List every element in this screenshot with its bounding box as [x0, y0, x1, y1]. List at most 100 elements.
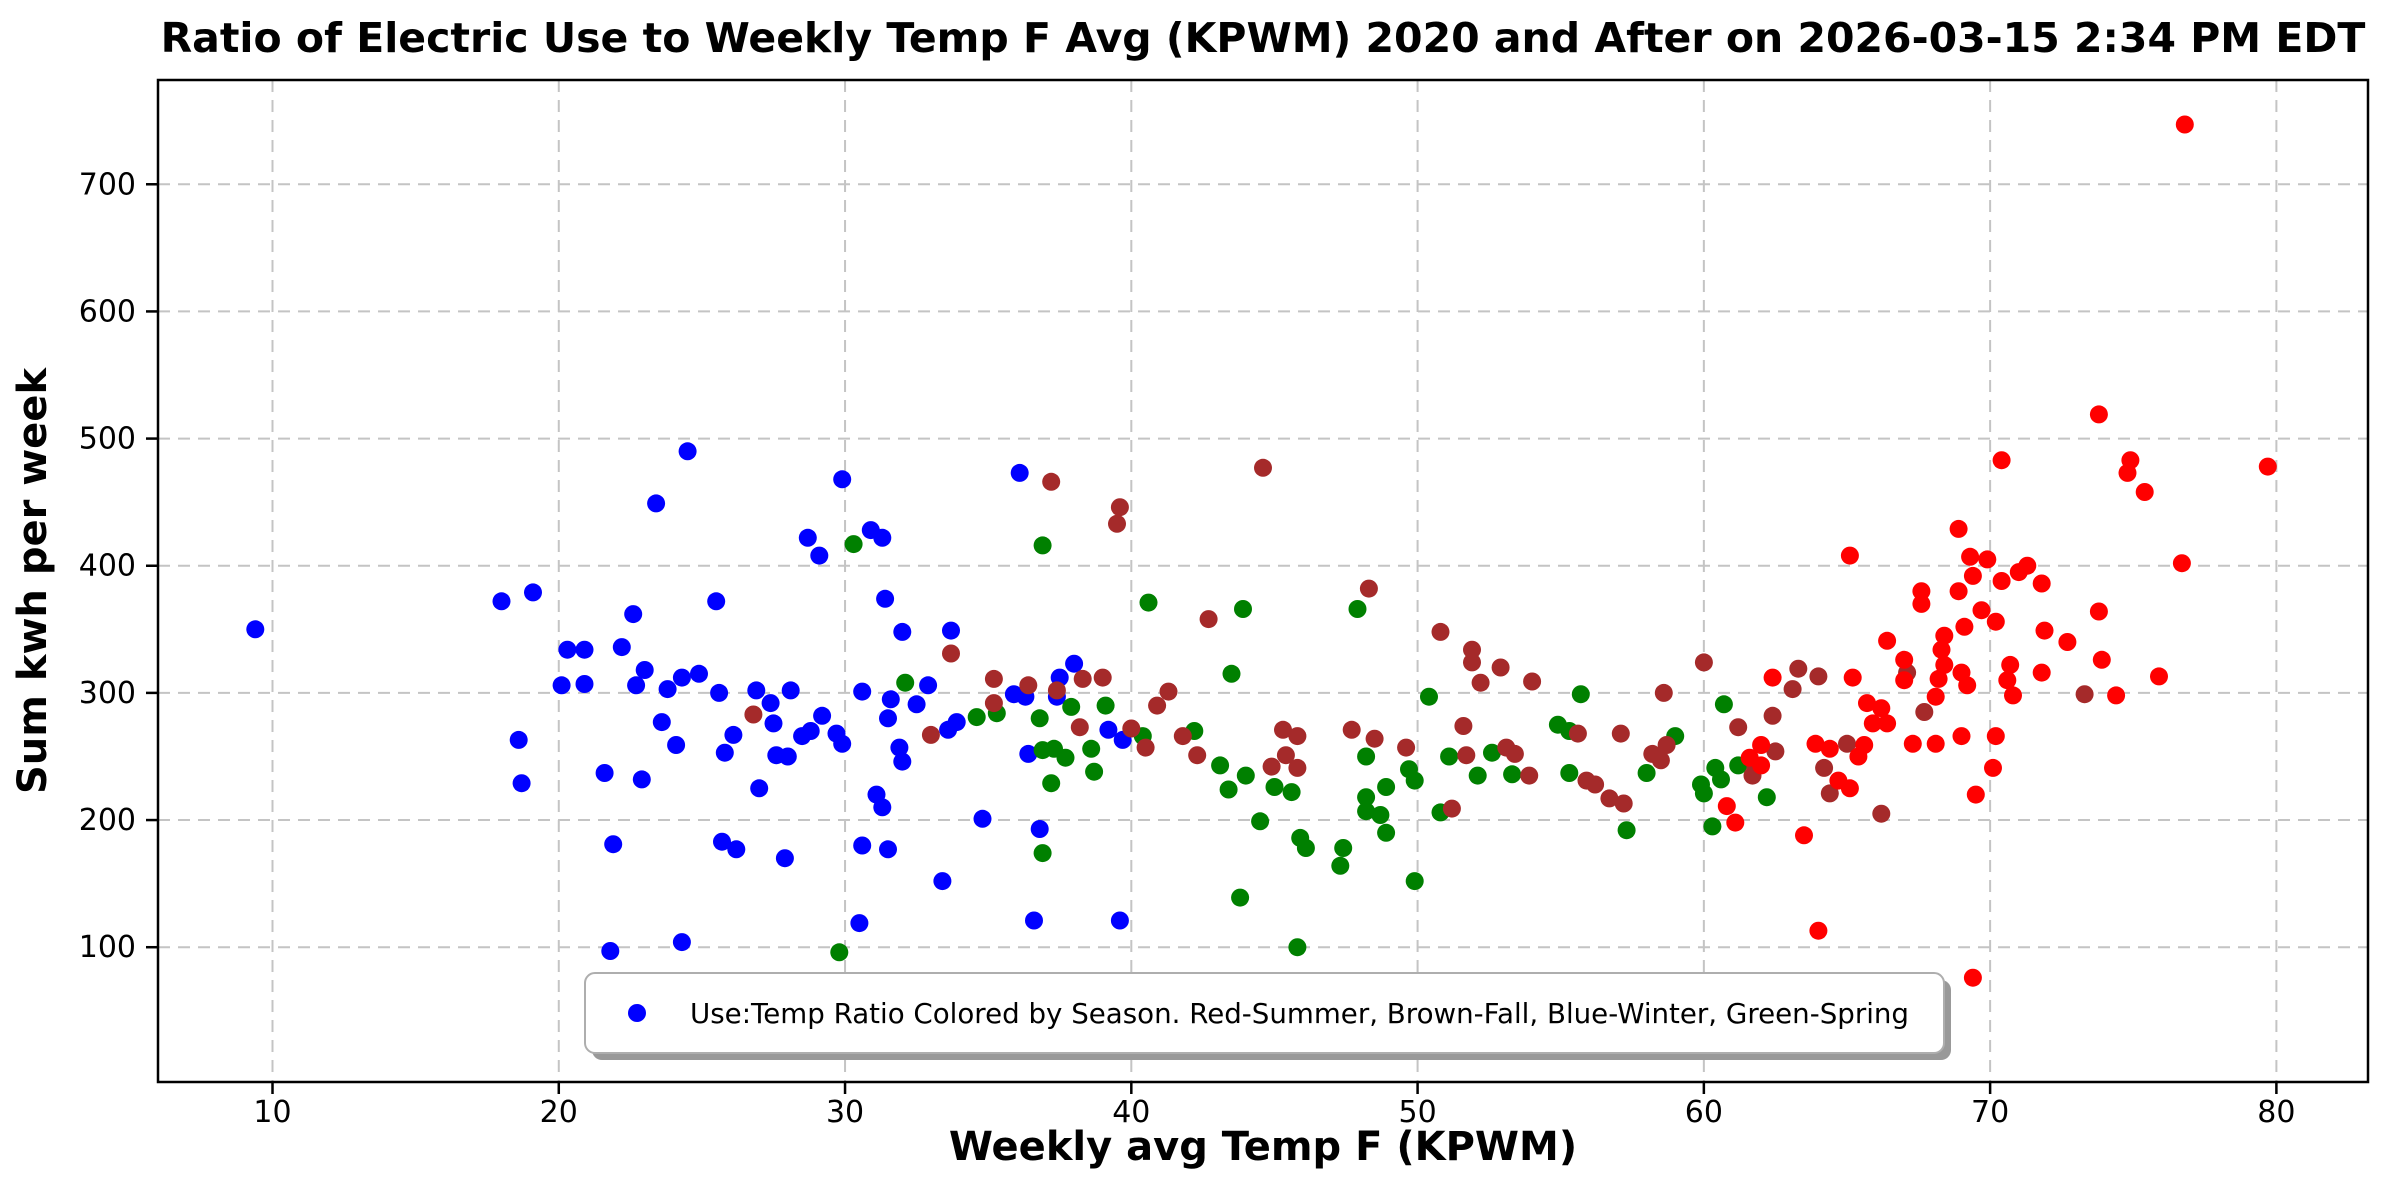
- data-point-spring: [1096, 696, 1115, 715]
- data-point-summer: [1972, 601, 1991, 620]
- data-point-fall: [1159, 682, 1178, 701]
- y-tick-label: 400: [79, 549, 136, 584]
- data-point-winter: [647, 494, 666, 513]
- data-point-winter: [833, 470, 852, 489]
- data-point-winter: [624, 605, 643, 624]
- data-point-summer: [2035, 621, 2054, 640]
- data-point-spring: [1082, 739, 1101, 758]
- x-tick-label: 30: [826, 1095, 864, 1130]
- data-point-summer: [2258, 457, 2277, 476]
- x-tick-label: 60: [1685, 1095, 1723, 1130]
- data-point-winter: [761, 694, 780, 713]
- data-point-winter: [873, 528, 892, 547]
- data-point-winter: [627, 676, 646, 695]
- data-point-summer: [2175, 115, 2194, 134]
- data-point-fall: [1457, 746, 1476, 765]
- data-point-fall: [1254, 458, 1272, 477]
- data-point-fall: [1568, 724, 1587, 743]
- data-point-winter: [658, 680, 677, 699]
- data-point-summer: [2135, 483, 2154, 501]
- data-point-fall: [942, 644, 960, 663]
- data-point-summer: [1809, 921, 1828, 940]
- data-point-winter: [601, 942, 620, 960]
- data-point-summer: [1912, 582, 1931, 601]
- data-point-summer: [2004, 686, 2022, 705]
- data-point-fall: [1173, 727, 1192, 746]
- data-point-winter: [853, 836, 872, 855]
- data-point-fall: [1600, 789, 1619, 808]
- data-point-winter: [893, 752, 912, 771]
- data-point-winter: [612, 638, 631, 657]
- data-point-fall: [2075, 685, 2094, 704]
- data-point-spring: [1085, 762, 1104, 781]
- data-point-fall: [1763, 706, 1782, 725]
- data-point-spring: [1637, 764, 1656, 782]
- data-point-winter: [764, 714, 783, 733]
- data-point-spring: [1617, 821, 1636, 840]
- data-point-winter: [509, 730, 528, 749]
- data-point-winter: [667, 736, 686, 754]
- data-point-spring: [1440, 747, 1459, 766]
- legend-label: Use:Temp Ratio Colored by Season. Red-Su…: [690, 997, 1909, 1030]
- data-point-summer: [1992, 572, 2011, 590]
- data-point-summer: [1984, 758, 2002, 777]
- data-point-winter: [1019, 744, 1038, 763]
- y-tick-label: 600: [79, 294, 136, 329]
- data-point-summer: [1752, 736, 1771, 754]
- data-point-summer: [1872, 699, 1891, 718]
- data-point-winter: [632, 770, 651, 789]
- data-point-winter: [1025, 911, 1043, 930]
- data-point-spring: [1560, 764, 1579, 782]
- data-point-summer: [1763, 668, 1782, 687]
- data-point-spring: [1234, 600, 1252, 618]
- data-point-summer: [1863, 714, 1882, 733]
- plot-border: [156, 78, 2370, 1084]
- data-point-winter: [879, 709, 897, 728]
- data-point-spring: [1042, 774, 1061, 793]
- data-point-fall: [1815, 758, 1834, 777]
- data-point-winter: [833, 734, 852, 753]
- axis-ticks: 10 20 30 40 50 60 70 80 100 200 300 400 500 600 700: [79, 167, 2296, 1130]
- data-point-summer: [1726, 813, 1745, 832]
- data-point-fall: [1262, 757, 1281, 776]
- data-points: [246, 115, 2277, 987]
- data-point-fall: [1614, 794, 1633, 813]
- data-point-winter: [552, 676, 571, 695]
- data-point-spring: [1348, 600, 1367, 618]
- data-point-fall: [1110, 498, 1129, 517]
- data-point-winter: [850, 914, 869, 933]
- data-point-fall: [1766, 742, 1785, 761]
- data-point-fall: [1188, 746, 1207, 765]
- data-point-summer: [1895, 671, 1914, 690]
- data-point-spring: [1288, 938, 1307, 957]
- data-point-summer: [1843, 668, 1862, 687]
- chart-title: Ratio of Electric Use to Weekly Temp F A…: [161, 14, 2366, 62]
- data-point-fall: [1523, 672, 1542, 691]
- data-point-fall: [984, 669, 1003, 688]
- data-point-summer: [2001, 655, 2020, 674]
- data-point-spring: [1357, 788, 1376, 807]
- data-point-summer: [1935, 626, 1954, 645]
- data-point-summer: [1895, 650, 1914, 669]
- data-point-summer: [1986, 612, 2005, 631]
- x-tick-label: 70: [1971, 1095, 2009, 1130]
- x-tick-label: 20: [540, 1095, 578, 1130]
- data-point-spring: [1483, 743, 1501, 762]
- data-point-spring: [1357, 802, 1376, 821]
- data-point-summer: [1958, 676, 1977, 695]
- data-point-summer: [2032, 574, 2051, 593]
- data-point-fall: [1122, 719, 1141, 738]
- data-point-fall: [744, 705, 763, 724]
- data-point-spring: [1468, 766, 1487, 785]
- data-point-spring: [1714, 695, 1733, 714]
- data-point-fall: [1915, 703, 1934, 721]
- legend-marker-icon: [628, 1004, 646, 1022]
- data-point-winter: [672, 933, 691, 952]
- data-point-spring: [1211, 756, 1230, 775]
- data-point-spring: [1219, 780, 1238, 799]
- data-point-summer: [1840, 546, 1859, 565]
- data-point-spring: [1265, 778, 1284, 796]
- data-point-fall: [1505, 744, 1524, 763]
- data-point-spring: [1334, 839, 1353, 857]
